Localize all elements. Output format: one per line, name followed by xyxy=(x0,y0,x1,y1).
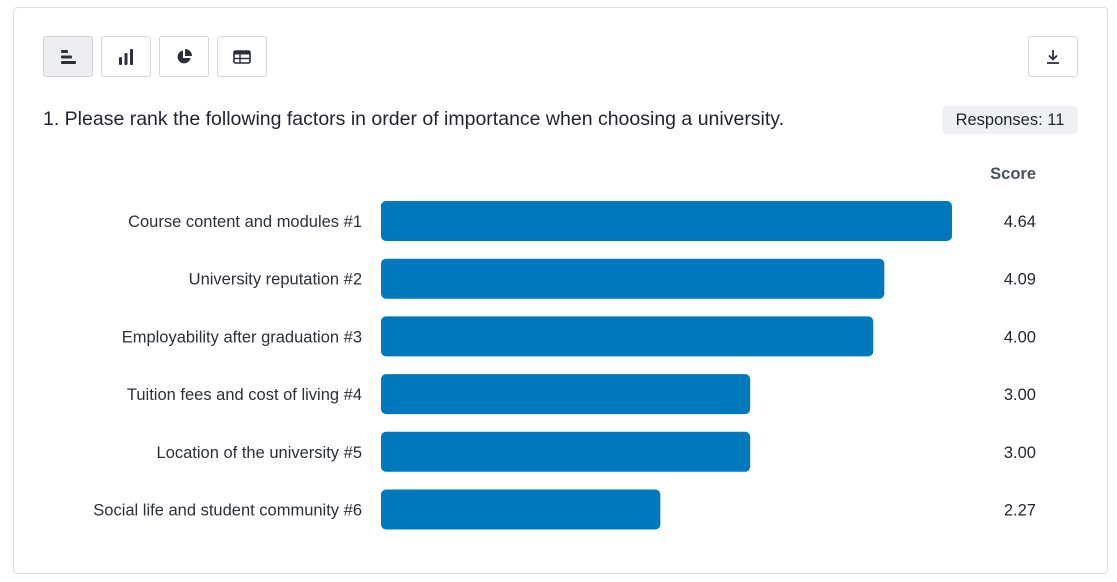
score-bar[interactable] xyxy=(381,374,751,415)
score-value-label: 3.00 xyxy=(1004,386,1036,404)
pie-chart-icon xyxy=(177,48,192,63)
responses-badge: Responses: 11 xyxy=(942,106,1078,134)
table-icon xyxy=(233,49,251,64)
score-value-label: 3.00 xyxy=(1004,444,1036,462)
score-bar[interactable] xyxy=(381,316,874,357)
category-label: Course content and modules #1 xyxy=(128,213,362,231)
category-label: Tuition fees and cost of living #4 xyxy=(127,386,362,404)
question-title: 1. Please rank the following factors in … xyxy=(43,108,785,130)
score-value-label: 4.64 xyxy=(1004,213,1036,231)
score-column-header: Score xyxy=(990,165,1036,183)
results-card: 1. Please rank the following factors in … xyxy=(13,7,1108,574)
vertical-bar-view-button[interactable] xyxy=(101,36,151,77)
score-value-label: 4.00 xyxy=(1004,328,1036,346)
score-value-label: 4.09 xyxy=(1004,271,1036,289)
download-icon xyxy=(1047,49,1059,64)
horizontal-bar-chart-icon xyxy=(61,49,76,64)
download-button[interactable] xyxy=(1028,36,1078,77)
category-label: Employability after graduation #3 xyxy=(122,328,362,346)
category-label: University reputation #2 xyxy=(189,271,362,289)
vertical-bar-chart-icon xyxy=(119,48,133,65)
table-view-button[interactable] xyxy=(217,36,267,77)
category-label: Location of the university #5 xyxy=(157,444,362,462)
pie-view-button[interactable] xyxy=(159,36,209,77)
score-value-label: 2.27 xyxy=(1004,502,1036,520)
ranking-bar-chart: Course content and modules #1 4.64 Univers… xyxy=(93,201,1036,530)
chart-view-toolbar xyxy=(43,36,267,77)
score-bar[interactable] xyxy=(381,489,661,530)
category-label: Social life and student community #6 xyxy=(93,502,362,520)
score-bar[interactable] xyxy=(381,201,952,241)
score-bar[interactable] xyxy=(381,258,885,299)
horizontal-bar-view-button[interactable] xyxy=(43,36,93,77)
score-bar[interactable] xyxy=(381,431,751,472)
